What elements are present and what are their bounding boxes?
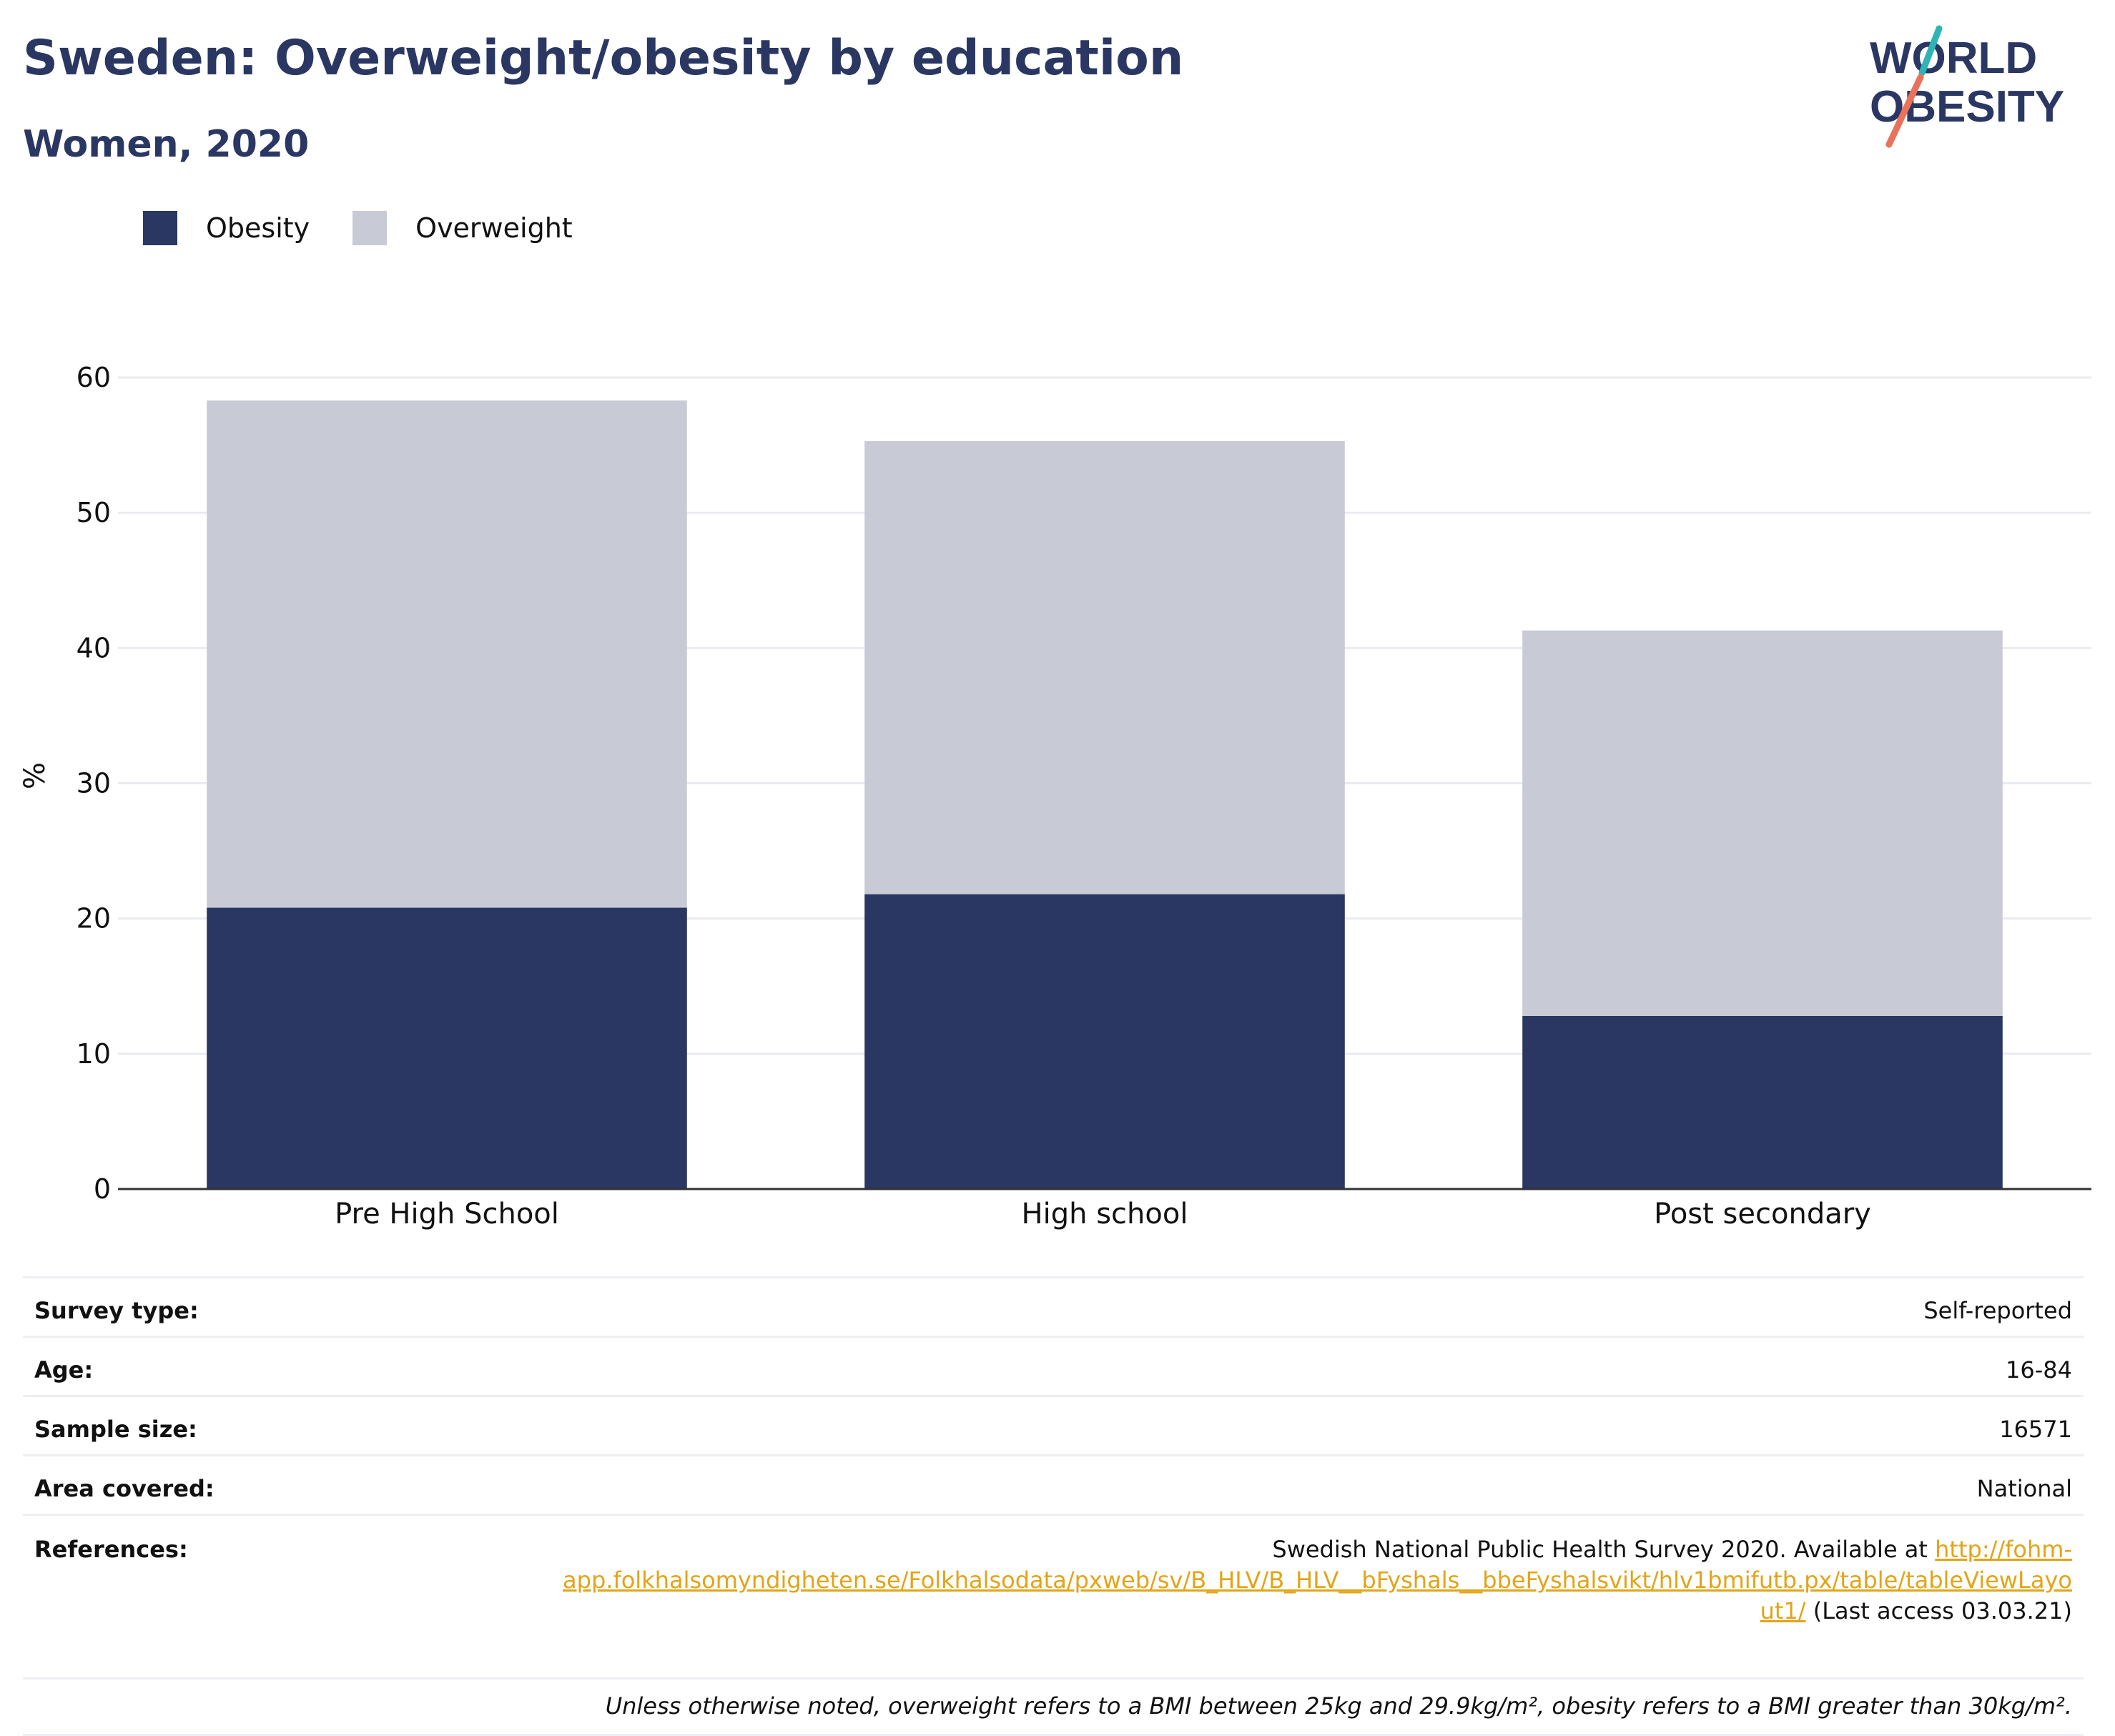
info-row-age: Age: 16-84 (23, 1336, 2084, 1397)
y-tick-label: 60 (77, 362, 111, 393)
y-tick-label: 30 (77, 768, 111, 799)
info-row-references: References: Swedish National Public Heal… (23, 1514, 2084, 1680)
y-tick-label: 10 (77, 1038, 111, 1070)
references-link-part-1[interactable]: http://fohm- (1935, 1536, 2072, 1563)
y-tick-label: 40 (77, 632, 111, 664)
legend-label-overweight: Overweight (415, 212, 573, 244)
bar-overweight-pre-high-school[interactable] (207, 400, 687, 908)
legend-swatch-overweight (352, 211, 388, 245)
logo-slash-teal (1918, 25, 1943, 77)
bar-overweight-high-school[interactable] (864, 440, 1345, 894)
area-covered-label: Area covered: (23, 1454, 463, 1516)
x-tick-label: Post secondary (1654, 1198, 1871, 1231)
survey-type-label: Survey type: (23, 1276, 463, 1338)
info-row-survey-type: Survey type: Self-reported (23, 1276, 2084, 1338)
area-covered-value: National (463, 1454, 2084, 1516)
chart-legend: Obesity Overweight (143, 211, 616, 245)
y-axis-label: % (19, 762, 51, 789)
logo-word-world: WORLD (1870, 34, 2037, 83)
bar-chart: 0 10 20 30 40 50 60 Pre High School High school… (19, 362, 2091, 1231)
legend-item-overweight[interactable]: Overweight (352, 211, 573, 245)
legend-label-obesity: Obesity (206, 212, 310, 244)
info-row-area: Area covered: National (23, 1454, 2084, 1516)
survey-info-table: Survey type: Self-reported Age: 16-84 Sa… (23, 1276, 2084, 1736)
bar-obesity-post-secondary[interactable] (1522, 1015, 2003, 1189)
chart-subtitle: Women, 2020 (23, 123, 310, 166)
sample-size-label: Sample size: (23, 1395, 463, 1456)
legend-item-obesity[interactable]: Obesity (143, 211, 310, 245)
logo-slash-coral (1885, 74, 1924, 148)
x-axis-ticks: Pre High School High school Post secondary (335, 1198, 1871, 1231)
references-text: Swedish National Public Health Survey 20… (1272, 1536, 1928, 1563)
chart-bars (207, 400, 2003, 1189)
bar-obesity-pre-high-school[interactable] (207, 907, 687, 1189)
age-label: Age: (23, 1336, 463, 1397)
x-tick-label: High school (1022, 1198, 1188, 1231)
y-axis-ticks: 0 10 20 30 40 50 60 (77, 362, 111, 1205)
references-link-part-2[interactable]: app.folkhalsomyndigheten.se/Folkhalsodat… (563, 1567, 2072, 1594)
y-tick-label: 20 (77, 903, 111, 934)
x-tick-label: Pre High School (335, 1198, 559, 1231)
references-link-part-3[interactable]: ut1/ (1760, 1597, 1806, 1624)
sample-size-value: 16571 (463, 1395, 2084, 1456)
bmi-definition-note: Unless otherwise noted, overweight refer… (23, 1677, 2084, 1736)
y-tick-label: 0 (94, 1173, 111, 1205)
survey-type-value: Self-reported (463, 1276, 2084, 1338)
info-row-note: Unless otherwise noted, overweight refer… (23, 1677, 2084, 1736)
chart-title: Sweden: Overweight/obesity by education (23, 30, 1184, 87)
bar-overweight-post-secondary[interactable] (1522, 630, 2003, 1016)
references-label: References: (23, 1514, 463, 1680)
bar-obesity-high-school[interactable] (864, 894, 1345, 1189)
age-value: 16-84 (463, 1336, 2084, 1397)
info-row-sample-size: Sample size: 16571 (23, 1395, 2084, 1456)
references-suffix: (Last access 03.03.21) (1813, 1597, 2072, 1624)
y-tick-label: 50 (77, 497, 111, 528)
world-obesity-logo: WORLD OBESITY (1870, 25, 2064, 148)
references-value: Swedish National Public Health Survey 20… (463, 1514, 2084, 1680)
legend-swatch-obesity (143, 211, 177, 245)
